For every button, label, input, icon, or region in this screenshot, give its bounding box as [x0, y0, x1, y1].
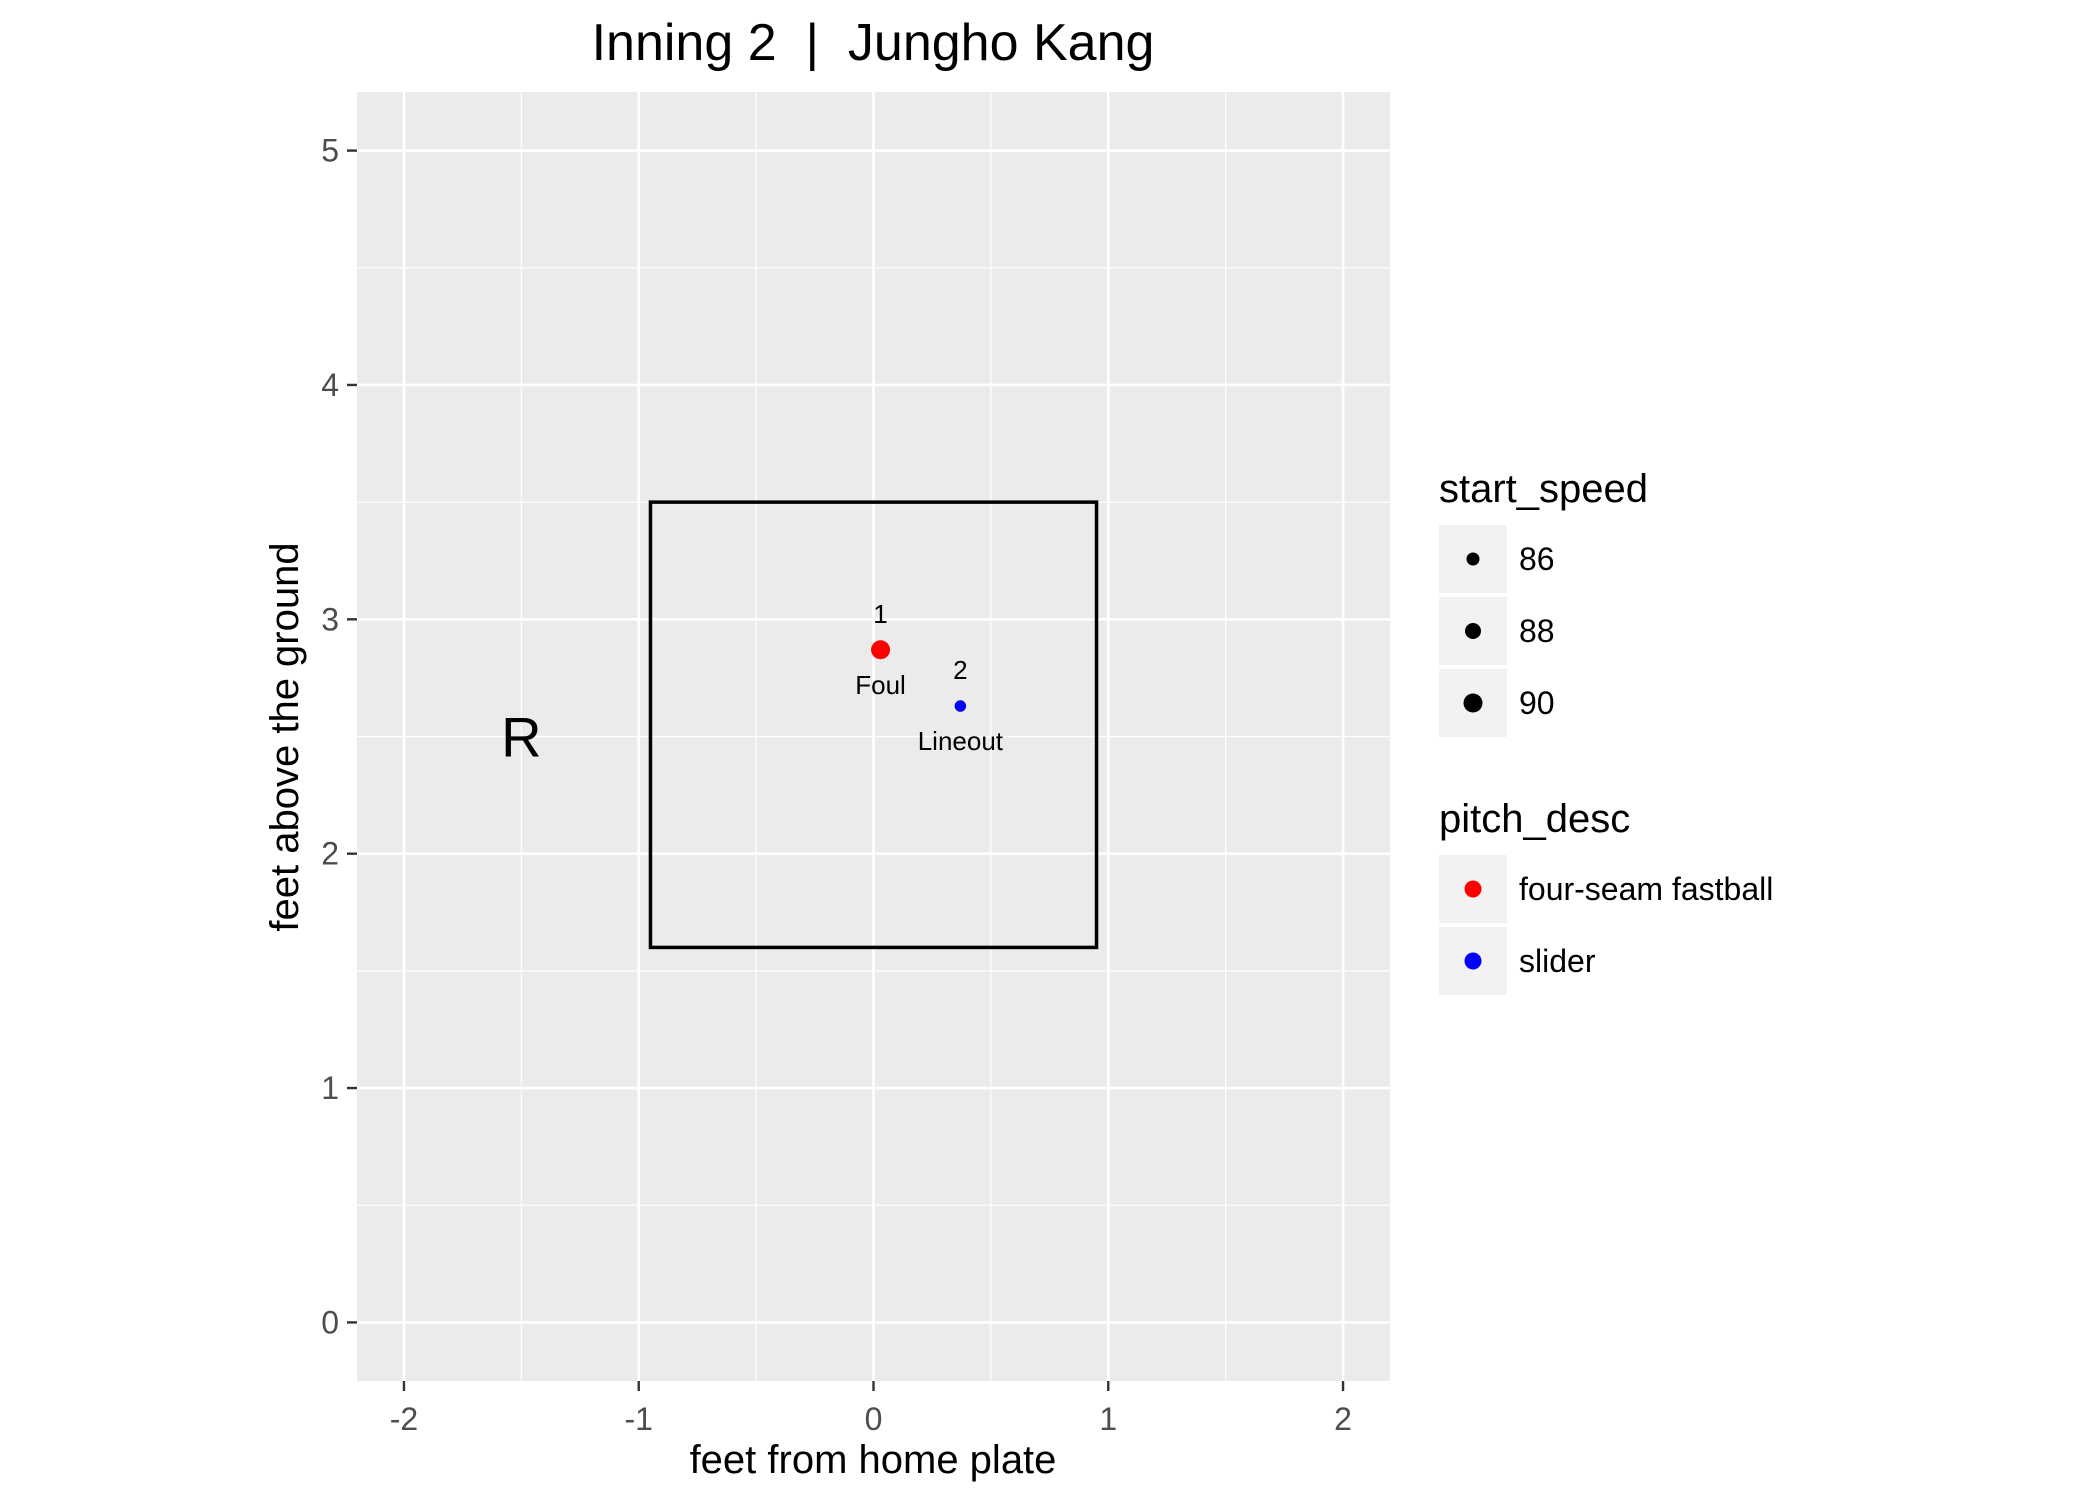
- y-axis: 0 1 2 3 4 5: [321, 133, 357, 1340]
- legend-title: start_speed: [1439, 467, 1648, 511]
- x-tick-label: 0: [865, 1401, 883, 1437]
- x-tick-label: -2: [390, 1401, 418, 1437]
- pitch-outcome-label: Foul: [855, 670, 906, 700]
- pitch-outcome-label: Lineout: [918, 726, 1004, 756]
- pitch-point: [954, 700, 967, 712]
- legend-color-marker: [1464, 880, 1482, 898]
- y-tick-label: 2: [321, 836, 339, 872]
- legend-label: slider: [1519, 943, 1596, 979]
- legend-pitch-desc: pitch_desc four-seam fastball slider: [1439, 797, 1773, 995]
- pitch-number-label: 1: [873, 599, 887, 629]
- legend-size-marker: [1466, 552, 1480, 566]
- y-tick-label: 5: [321, 133, 339, 169]
- major-gridlines: [357, 92, 1390, 1381]
- x-tick-label: 1: [1099, 1401, 1117, 1437]
- y-tick-label: 3: [321, 601, 339, 637]
- batter-stand-label: R: [501, 706, 541, 769]
- legend-color-marker: [1464, 952, 1482, 970]
- y-axis-label: feet above the ground: [263, 542, 307, 931]
- y-tick-label: 1: [321, 1070, 339, 1106]
- chart-title: Inning 2 | Jungho Kang: [592, 14, 1155, 72]
- legend-size-marker: [1463, 693, 1483, 713]
- legend-label: four-seam fastball: [1519, 871, 1773, 907]
- legend-title: pitch_desc: [1439, 797, 1630, 841]
- y-tick-label: 0: [321, 1304, 339, 1340]
- x-tick-label: 2: [1334, 1401, 1352, 1437]
- legend-label: 86: [1519, 541, 1555, 577]
- legend-size-marker: [1465, 623, 1481, 639]
- pitch-number-label: 2: [953, 655, 967, 685]
- x-axis: -2 -1 0 1 2: [390, 1381, 1352, 1437]
- x-axis-label: feet from home plate: [690, 1438, 1057, 1482]
- y-tick-label: 4: [321, 367, 339, 403]
- x-tick-label: -1: [625, 1401, 653, 1437]
- legend-label: 90: [1519, 685, 1555, 721]
- legend-label: 88: [1519, 613, 1555, 649]
- pitch-point: [871, 640, 891, 660]
- pitch-points: 1 Foul 2 Lineout: [855, 599, 1004, 756]
- strike-zone: [648, 500, 1099, 950]
- legend-start-speed: start_speed 86 88 90: [1439, 467, 1648, 737]
